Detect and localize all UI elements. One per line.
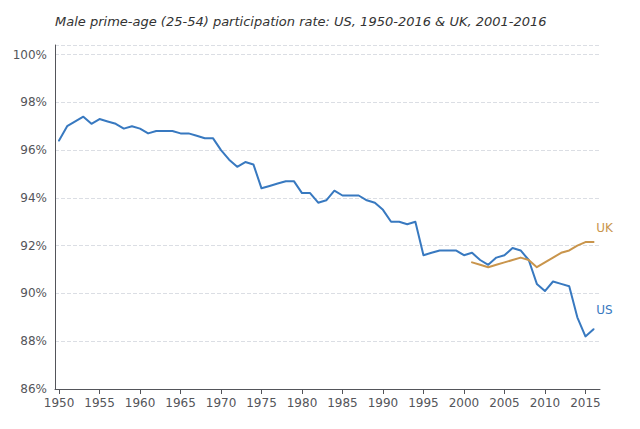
svg-text:2010: 2010 — [530, 396, 561, 410]
svg-text:1985: 1985 — [327, 396, 358, 410]
svg-text:96%: 96% — [20, 143, 47, 157]
svg-text:US: US — [596, 303, 612, 317]
svg-text:2015: 2015 — [570, 396, 601, 410]
svg-text:1975: 1975 — [246, 396, 277, 410]
svg-text:1970: 1970 — [206, 396, 237, 410]
svg-text:1950: 1950 — [44, 396, 75, 410]
svg-text:98%: 98% — [20, 95, 47, 109]
svg-text:92%: 92% — [20, 239, 47, 253]
svg-text:88%: 88% — [20, 334, 47, 348]
svg-text:2005: 2005 — [489, 396, 520, 410]
svg-text:1980: 1980 — [287, 396, 318, 410]
svg-text:100%: 100% — [13, 48, 47, 62]
svg-text:90%: 90% — [20, 286, 47, 300]
svg-text:1995: 1995 — [408, 396, 439, 410]
svg-text:1990: 1990 — [368, 396, 399, 410]
svg-text:94%: 94% — [20, 191, 47, 205]
svg-text:1955: 1955 — [84, 396, 115, 410]
svg-text:2000: 2000 — [449, 396, 480, 410]
svg-text:1965: 1965 — [165, 396, 196, 410]
svg-text:Male prime-age (25-54) partici: Male prime-age (25-54) participation rat… — [55, 14, 547, 29]
svg-text:86%: 86% — [20, 382, 47, 396]
svg-text:1960: 1960 — [125, 396, 156, 410]
svg-text:UK: UK — [596, 221, 614, 235]
